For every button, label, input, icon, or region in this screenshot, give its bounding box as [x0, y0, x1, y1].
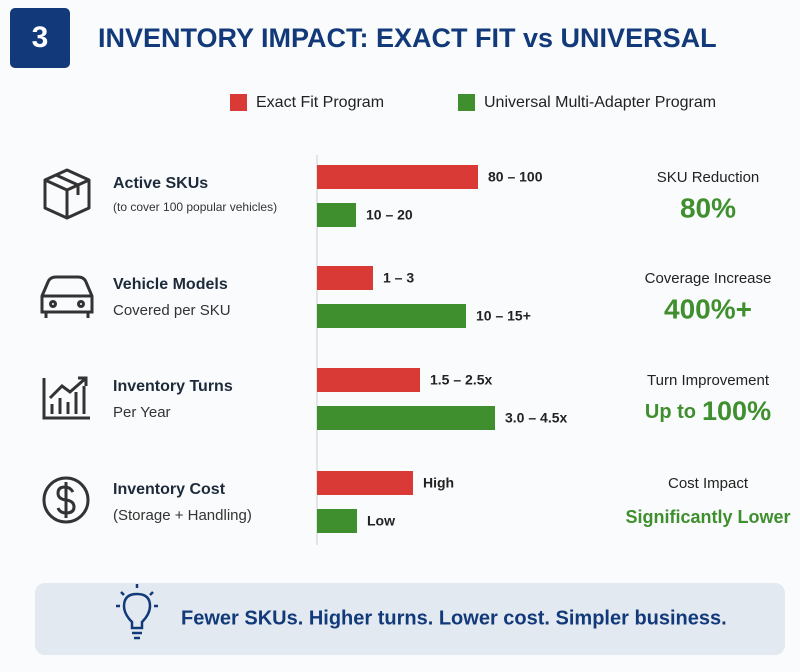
bar-label: 10 – 15+: [476, 308, 531, 324]
bar-label: 1 – 3: [383, 270, 414, 286]
bar-exact-fit: [317, 471, 413, 495]
bar-label: Low: [367, 513, 395, 529]
row-subtitle: (to cover 100 popular vehicles): [113, 200, 277, 214]
row-title: Active SKUs: [113, 175, 208, 192]
row-title: Inventory Cost: [113, 481, 226, 498]
row-title: Vehicle Models: [113, 276, 228, 293]
title: INVENTORY IMPACT: EXACT FIT vs UNIVERSAL: [98, 23, 717, 53]
bar-exact-fit: [317, 266, 373, 290]
metric-result: 400%+: [664, 293, 752, 324]
icon-dollar: [42, 476, 90, 524]
icon-car: [40, 275, 94, 318]
metric-result: Significantly Lower: [625, 507, 790, 527]
bar-label: 3.0 – 4.5x: [505, 410, 567, 426]
legend-swatch: [458, 94, 475, 111]
footer-text: Fewer SKUs. Higher turns. Lower cost. Si…: [181, 607, 727, 629]
badge: [10, 8, 70, 68]
result-prefix: Up to: [645, 401, 696, 423]
bar-universal: [317, 509, 357, 533]
bar-universal: [317, 406, 495, 430]
bar-exact-fit: [317, 165, 478, 189]
badge-number: 3: [32, 21, 49, 54]
icon-bulb: [116, 584, 158, 640]
bar-label: High: [423, 475, 454, 491]
metric-result: 80%: [680, 192, 736, 223]
bar-exact-fit: [317, 368, 420, 392]
legend-label: Universal Multi-Adapter Program: [484, 94, 716, 111]
metric-result: Up to 100%: [645, 396, 771, 426]
result-value: 100%: [702, 396, 771, 426]
row-subtitle: (Storage + Handling): [113, 507, 252, 524]
row-title: Inventory Turns: [113, 378, 233, 395]
row-subtitle: Covered per SKU: [113, 302, 231, 319]
legend-label: Exact Fit Program: [256, 94, 384, 111]
metric-label: Turn Improvement: [647, 372, 770, 389]
bar-universal: [317, 203, 356, 227]
icon-growth: [42, 376, 90, 420]
bar-universal: [317, 304, 466, 328]
bar-label: 80 – 100: [488, 169, 543, 185]
row-subtitle: Per Year: [113, 404, 171, 421]
bar-label: 1.5 – 2.5x: [430, 372, 492, 388]
metric-label: Coverage Increase: [645, 270, 772, 287]
metric-label: Cost Impact: [668, 475, 749, 492]
icon-box: [43, 168, 91, 220]
legend-swatch: [230, 94, 247, 111]
metric-label: SKU Reduction: [657, 169, 760, 186]
footer-banner: [35, 583, 785, 655]
bar-label: 10 – 20: [366, 207, 413, 223]
